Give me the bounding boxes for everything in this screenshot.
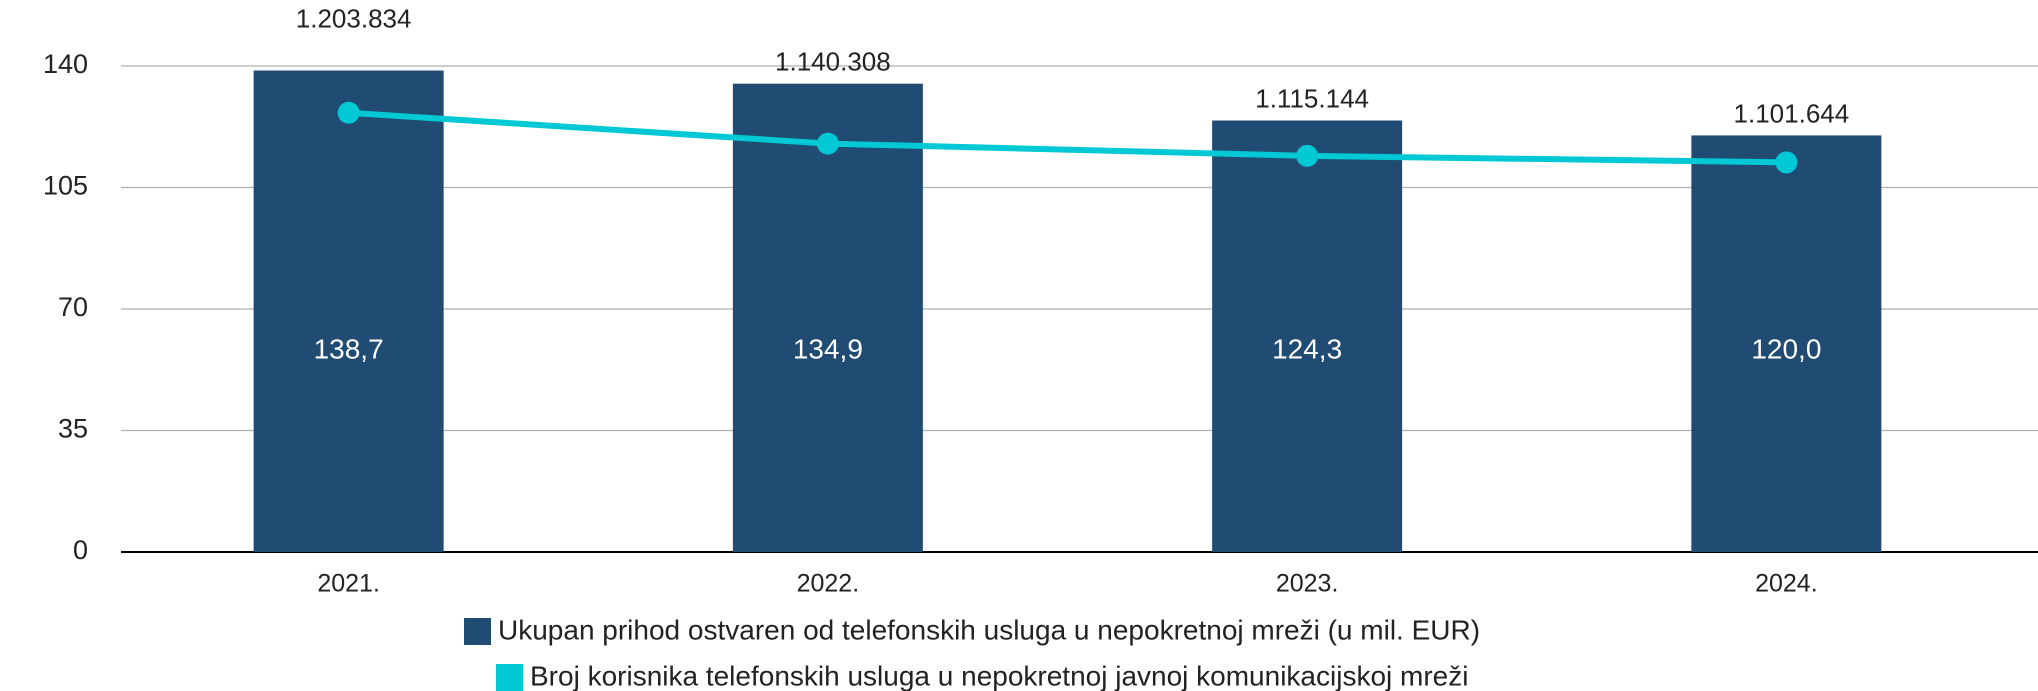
y-tick-label: 35 (58, 414, 88, 444)
line-point (816, 132, 839, 155)
bar (732, 83, 923, 552)
x-tick-label: 2021. (317, 570, 380, 598)
legend-label: Ukupan prihod ostvaren od telefonskih us… (498, 614, 1480, 645)
line-value-label: 1.101.644 (1734, 98, 1850, 128)
legend-swatch (464, 618, 491, 645)
line (348, 109, 1787, 166)
line-point (1296, 144, 1319, 167)
bar (253, 70, 444, 553)
bar-value-label: 124,3 (1272, 333, 1342, 364)
x-tick-label: 2023. (1276, 570, 1339, 598)
legend-swatch (496, 664, 523, 691)
bar-value-label: 138,7 (314, 333, 384, 364)
bar-value-label: 134,9 (793, 333, 863, 364)
bar-value-label: 120,0 (1751, 333, 1821, 364)
bar (1691, 135, 1882, 552)
y-tick-label: 105 (43, 171, 88, 201)
x-tick-label: 2024. (1755, 570, 1818, 598)
bar (1212, 120, 1403, 552)
x-tick-label: 2022. (797, 570, 860, 598)
y-tick-label: 140 (43, 49, 88, 79)
line-point (337, 101, 360, 124)
line-value-label: 1.115.144 (1255, 83, 1369, 113)
y-tick-label: 70 (58, 292, 88, 322)
legend-label: Broj korisnika telefonskih usluga u nepo… (530, 660, 1468, 691)
line-point (1775, 151, 1798, 174)
y-tick-label: 0 (73, 535, 88, 565)
line-value-label: 1.203.834 (296, 3, 412, 33)
line-value-label: 1.140.308 (775, 47, 891, 77)
